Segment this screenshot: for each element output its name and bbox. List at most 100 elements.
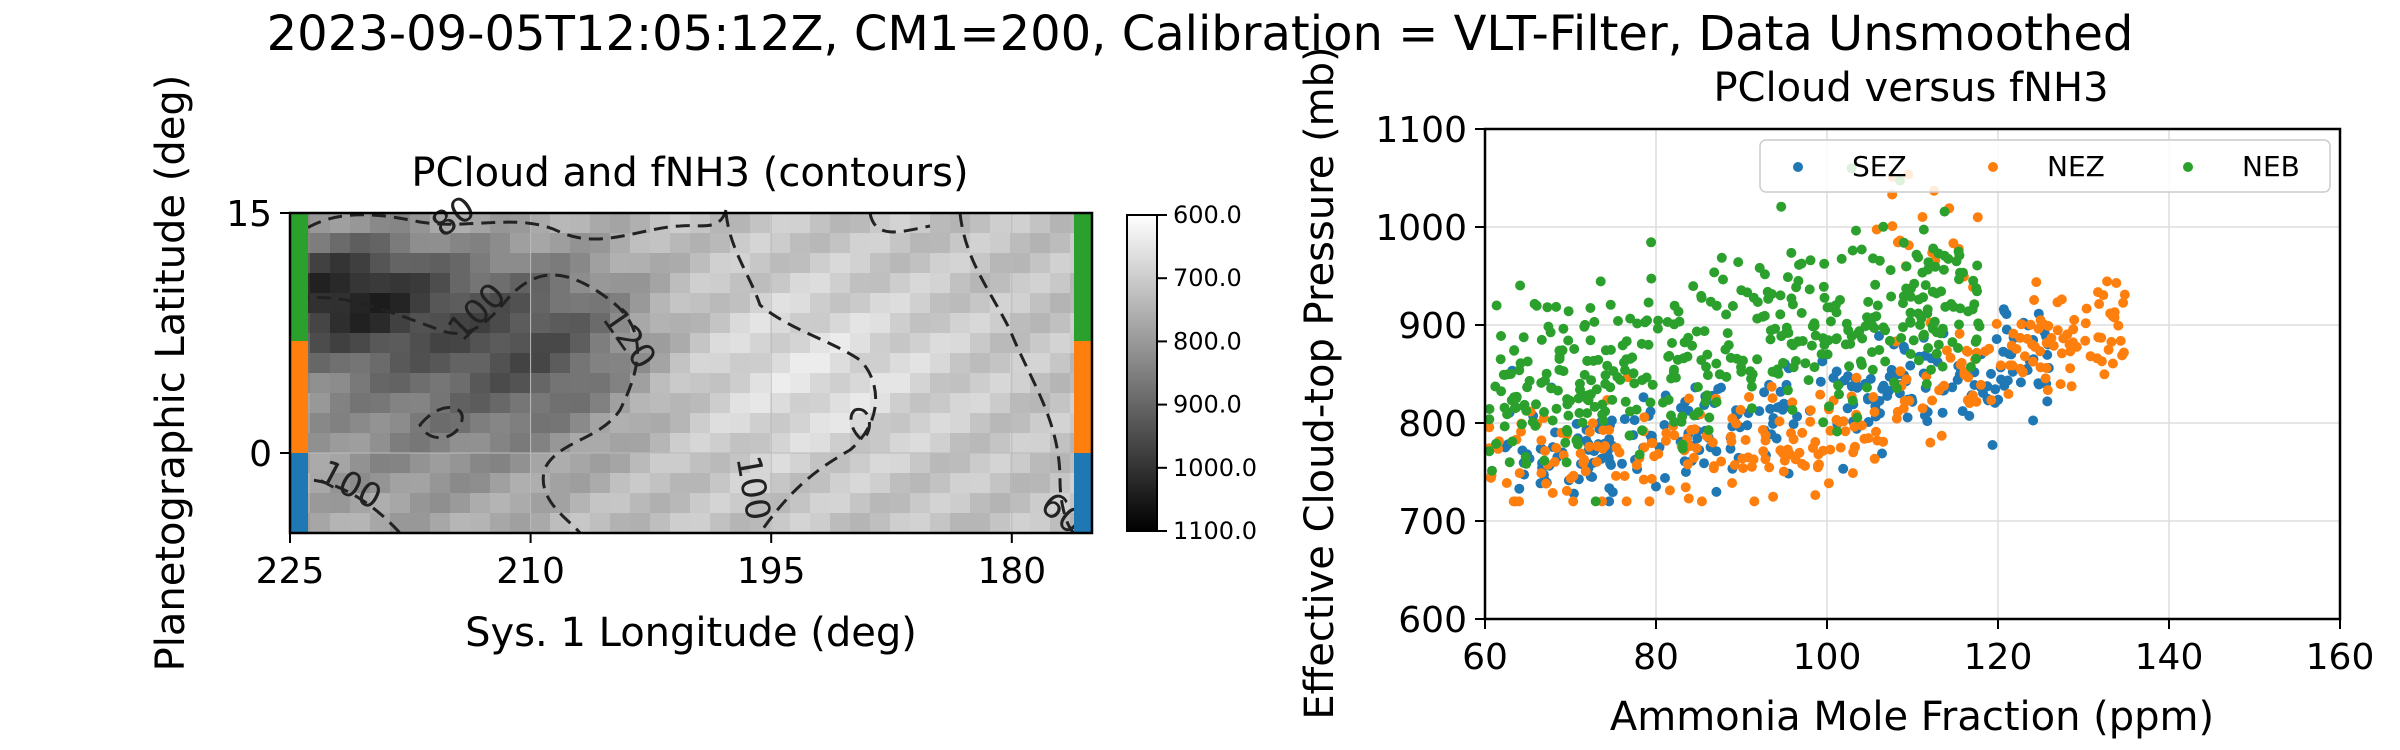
scatter-point: [1613, 316, 1623, 326]
scatter-point: [1545, 327, 1556, 338]
heatmap-cell: [310, 273, 330, 293]
scatter-point: [2008, 328, 2019, 339]
scatter-point: [1918, 224, 1929, 235]
scatter-point: [1582, 408, 1593, 419]
heatmap-cell: [370, 513, 390, 533]
heatmap-cell: [570, 293, 590, 313]
scatter-point: [1797, 427, 1808, 438]
heatmap-cell: [390, 493, 410, 513]
scatter-point: [2052, 325, 2063, 336]
scatter-point: [1956, 357, 1967, 368]
heatmap-cell: [330, 353, 350, 373]
heatmap-cell: [790, 433, 810, 453]
scatter-point: [1781, 322, 1792, 333]
heatmap-cell: [590, 493, 610, 513]
scatter-point: [2066, 381, 2077, 392]
heatmap-cell: [790, 493, 810, 513]
heatmap-cell: [410, 493, 430, 513]
heatmap-cell: [410, 333, 430, 353]
heatmap-cell: [630, 453, 650, 473]
heatmap-cell: [810, 393, 830, 413]
heatmap-cell: [510, 233, 530, 253]
scatter-point: [1617, 340, 1628, 351]
heatmap-cell: [670, 373, 690, 393]
heatmap-cell: [790, 213, 810, 233]
scatter-point: [1870, 279, 1881, 290]
heatmap-cell: [730, 353, 750, 373]
scatter-point: [1621, 496, 1632, 507]
heatmap-cell: [970, 393, 990, 413]
scatter-point: [1718, 274, 1728, 285]
heatmap-cell: [330, 373, 350, 393]
scatter-point: [1782, 385, 1793, 396]
scatter-point: [1504, 457, 1515, 468]
heatmap-cell: [590, 333, 610, 353]
heatmap-cell: [450, 373, 470, 393]
heatmap-cell: [990, 393, 1010, 413]
heatmap-cell: [970, 473, 990, 493]
heatmap-cell: [910, 413, 930, 433]
heatmap-cell: [990, 253, 1010, 273]
contour-line: [724, 212, 878, 534]
heatmap-cell: [610, 513, 630, 533]
scatter-ytick-label: 600: [1398, 600, 1467, 641]
heatmap-cell: [790, 273, 810, 293]
scatter-point: [1515, 280, 1526, 291]
scatter-point: [1790, 356, 1801, 366]
heatmap-cell: [930, 473, 950, 493]
heatmap-cell: [1010, 213, 1030, 233]
scatter-point: [1501, 478, 1512, 488]
scatter-point: [1749, 496, 1760, 507]
scatter-point: [2040, 373, 2051, 384]
scatter-point: [1830, 300, 1841, 311]
scatter-point: [1923, 257, 1934, 268]
scatter-point: [1854, 326, 1865, 337]
heatmap-cell: [770, 353, 790, 373]
scatter-point: [1598, 416, 1609, 426]
heatmap-cell: [770, 333, 790, 353]
heatmap-cell: [730, 313, 750, 333]
scatter-point: [2004, 348, 2015, 359]
scatter-point: [1678, 353, 1689, 364]
scatter-point: [2094, 299, 2105, 309]
heatmap-cell: [690, 493, 710, 513]
scatter-point: [1757, 425, 1768, 435]
heatmap-cell: [930, 233, 950, 253]
scatter-point: [1746, 373, 1757, 384]
heatmap-cell: [790, 373, 810, 393]
heatmap-cell: [850, 233, 870, 253]
heatmap-cell: [670, 433, 690, 453]
scatter-point: [1531, 300, 1542, 311]
heatmap-cell: [910, 473, 930, 493]
heatmap-cell: [390, 393, 410, 413]
heatmap-cell: [910, 293, 930, 313]
scatter-point: [1804, 284, 1815, 295]
scatter-point: [1849, 421, 1860, 432]
contour-line: [418, 406, 464, 440]
heatmap-cell: [630, 253, 650, 273]
scatter-point: [1913, 355, 1924, 366]
heatmap-cell: [630, 393, 650, 413]
scatter-point: [1847, 468, 1858, 479]
legend-label: NEB: [2242, 150, 2300, 183]
scatter-point: [1520, 451, 1531, 462]
scatter-point: [1585, 335, 1596, 346]
heatmap-cell: [1050, 293, 1070, 313]
scatter-point: [1776, 201, 1787, 212]
scatter-point: [1540, 446, 1551, 456]
heatmap-cell: [370, 453, 390, 473]
scatter-point: [1964, 410, 1975, 421]
heatmap-cell: [910, 513, 930, 533]
scatter-point: [2102, 276, 2113, 287]
scatter-point: [1704, 412, 1715, 423]
scatter-point: [1972, 212, 1983, 223]
heatmap-cell: [330, 333, 350, 353]
heatmap-cell: [650, 433, 670, 453]
scatter-point: [1682, 459, 1693, 470]
scatter-point: [1646, 473, 1657, 484]
heatmap-cell: [630, 413, 650, 433]
heatmap-cell: [330, 233, 350, 253]
heatmap-cell: [730, 393, 750, 413]
scatter-point: [1898, 237, 1909, 248]
heatmap-cell: [1030, 333, 1050, 353]
